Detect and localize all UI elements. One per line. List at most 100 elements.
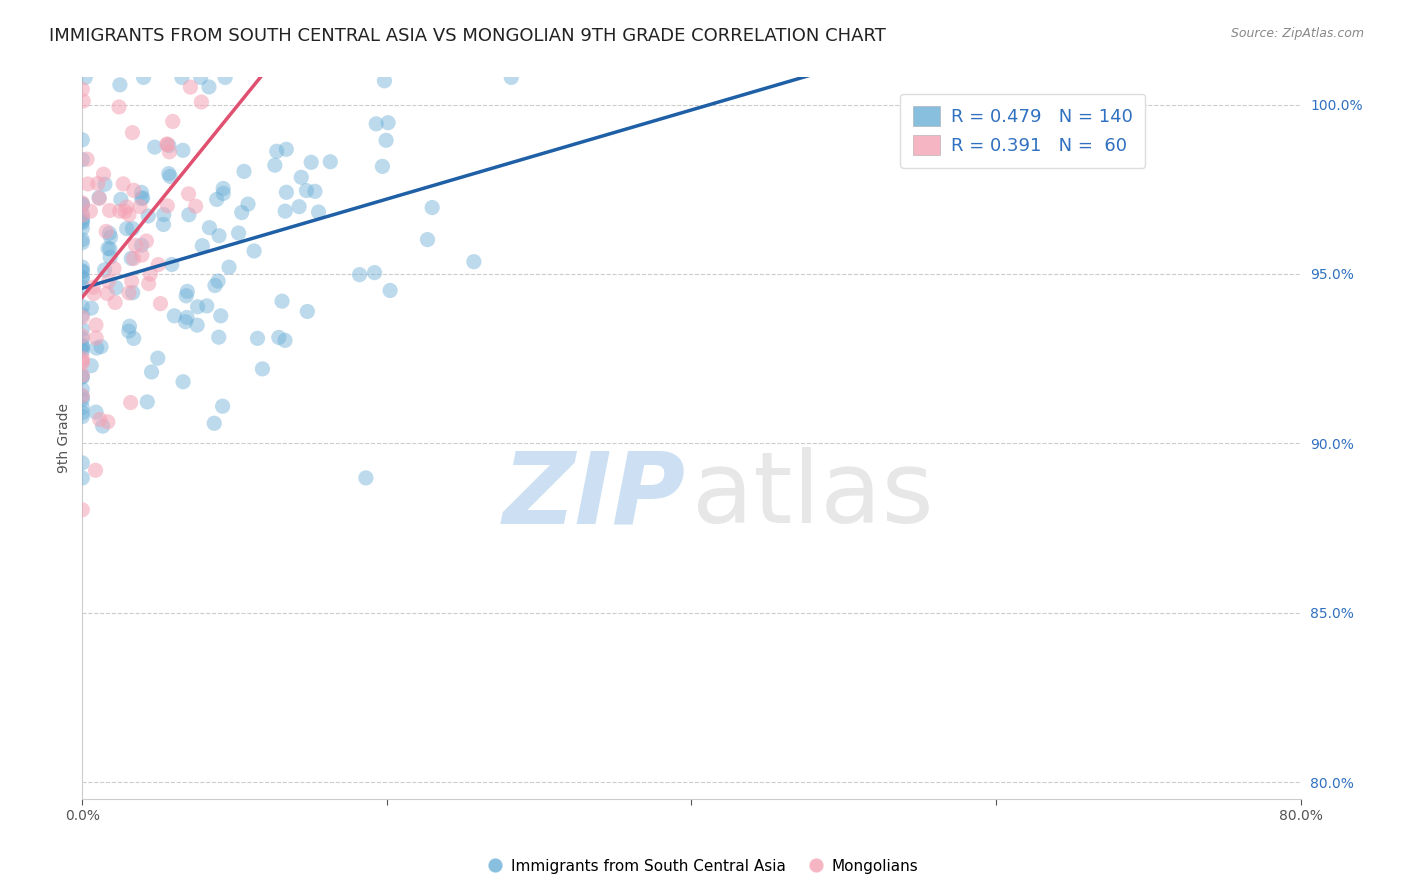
Point [202, 417, 225, 431]
Point [72, 409, 94, 424]
Point [274, 204, 297, 219]
Point [274, 334, 297, 348]
Point [246, 331, 269, 345]
Point [104, 295, 127, 310]
Legend: R = 0.479   N = 140, R = 0.391   N =  60: R = 0.479 N = 140, R = 0.391 N = 60 [900, 94, 1146, 168]
Point [72, 221, 94, 235]
Point [118, 285, 141, 300]
Point [72, 329, 94, 343]
Point [93, 167, 115, 181]
Point [267, 330, 290, 344]
Point [72, 406, 94, 420]
Point [121, 221, 143, 235]
Point [198, 79, 221, 94]
Point [276, 142, 298, 156]
Point [115, 221, 138, 235]
Point [72, 370, 94, 384]
Point [136, 395, 159, 409]
Point [233, 164, 256, 178]
Point [124, 238, 146, 252]
Point [163, 309, 186, 323]
Point [86, 341, 108, 355]
Point [72, 198, 94, 212]
Point [98, 250, 121, 264]
Point [378, 284, 401, 298]
Point [176, 285, 198, 299]
Point [146, 351, 169, 366]
Point [108, 78, 131, 92]
Point [121, 274, 143, 288]
Point [84, 405, 107, 419]
Point [187, 300, 209, 314]
Point [72, 271, 94, 285]
Point [96, 286, 118, 301]
Point [308, 205, 330, 219]
Point [72, 471, 94, 485]
Point [152, 208, 174, 222]
Point [72, 389, 94, 403]
Point [174, 315, 197, 329]
Point [122, 252, 145, 266]
Text: atlas: atlas [692, 448, 934, 544]
Point [97, 415, 120, 429]
Point [118, 324, 141, 338]
Point [243, 244, 266, 258]
Point [118, 319, 141, 334]
Point [72, 339, 94, 353]
Point [105, 281, 128, 295]
Point [72, 207, 94, 221]
Point [72, 342, 94, 356]
Legend: Immigrants from South Central Asia, Mongolians: Immigrants from South Central Asia, Mong… [482, 853, 924, 880]
Point [79, 204, 101, 219]
Point [205, 193, 228, 207]
Point [208, 330, 231, 344]
Point [373, 74, 395, 88]
Text: IMMIGRANTS FROM SOUTH CENTRAL ASIA VS MONGOLIAN 9TH GRADE CORRELATION CHART: IMMIGRANTS FROM SOUTH CENTRAL ASIA VS MO… [49, 27, 886, 45]
Point [91, 419, 114, 434]
Point [84, 463, 107, 477]
Y-axis label: 9th Grade: 9th Grade [58, 403, 72, 474]
Point [122, 331, 145, 345]
Point [207, 274, 229, 288]
Point [131, 238, 153, 252]
Text: Source: ZipAtlas.com: Source: ZipAtlas.com [1230, 27, 1364, 40]
Point [420, 201, 443, 215]
Point [266, 145, 288, 159]
Point [132, 191, 155, 205]
Point [72, 368, 94, 383]
Point [131, 192, 153, 206]
Point [349, 268, 371, 282]
Point [366, 117, 388, 131]
Point [375, 133, 398, 147]
Point [72, 338, 94, 352]
Point [136, 209, 159, 223]
Point [84, 318, 107, 332]
Point [93, 263, 115, 277]
Point [72, 351, 94, 366]
Point [72, 456, 94, 470]
Point [271, 294, 294, 309]
Point [80, 359, 103, 373]
Point [141, 365, 163, 379]
Point [416, 233, 439, 247]
Point [288, 200, 311, 214]
Point [174, 289, 197, 303]
Point [276, 186, 298, 200]
Point [72, 214, 94, 228]
Point [149, 296, 172, 310]
Point [96, 224, 118, 238]
Point [83, 286, 105, 301]
Point [209, 309, 232, 323]
Point [160, 258, 183, 272]
Point [72, 94, 94, 108]
Point [100, 230, 122, 244]
Point [156, 199, 179, 213]
Point [363, 266, 385, 280]
Point [72, 197, 94, 211]
Point [108, 204, 131, 219]
Point [148, 258, 170, 272]
Point [236, 197, 259, 211]
Point [120, 395, 142, 409]
Point [132, 70, 155, 85]
Point [89, 412, 111, 426]
